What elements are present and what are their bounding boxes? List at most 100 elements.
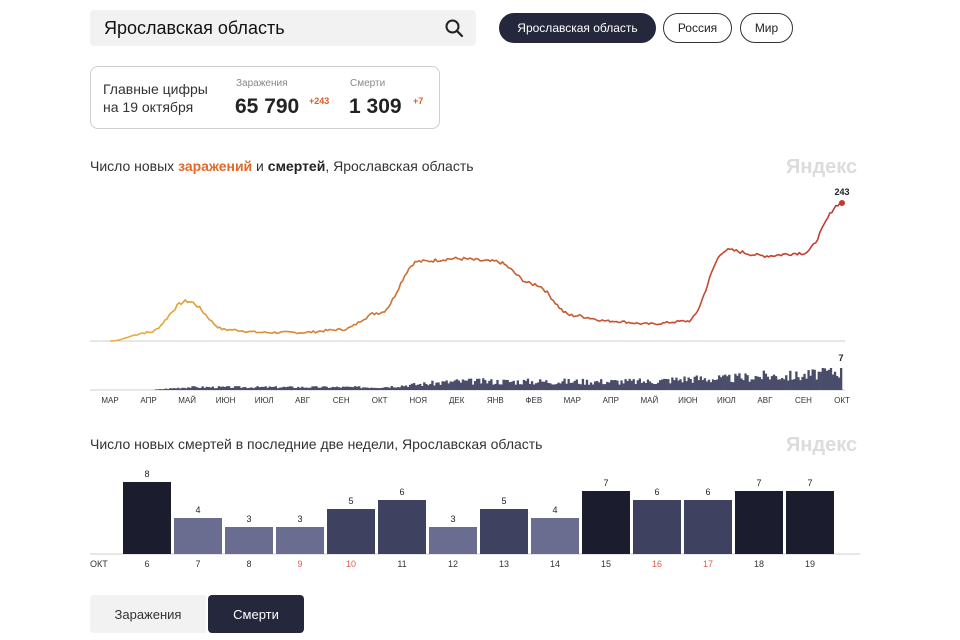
chart1-deaths-bar [382, 387, 385, 390]
chart1-deaths-bar [215, 388, 219, 390]
chart1-deaths-bar [158, 389, 162, 390]
chart2-value-label: 3 [246, 514, 251, 524]
chart1-title-deaths: смертей [267, 158, 326, 174]
chart1-deaths-bar [449, 381, 452, 390]
chart1-deaths-bar [610, 379, 613, 390]
chart1-deaths-bar [360, 388, 363, 390]
chart1-deaths-bar [817, 371, 820, 390]
region-search-input[interactable] [102, 16, 444, 40]
chart1-month-label: СЕН [333, 396, 350, 405]
chart1-title-prefix: Число новых [90, 158, 179, 174]
chart1-deaths-bar [461, 379, 465, 390]
chart2-bar [225, 527, 273, 554]
chart1-deaths-bar [809, 375, 812, 390]
chart1-month-label: МАЙ [178, 396, 196, 405]
chart2-title: Число новых смертей в последние две неде… [90, 436, 543, 452]
chart1-deaths-bar [789, 370, 792, 390]
chart1-deaths-bar [665, 378, 668, 390]
chart1-deaths-bar [390, 385, 393, 390]
chart1-deaths-bar [577, 383, 580, 390]
chart1-deaths-bar [512, 380, 515, 390]
chart1-deaths-bar [236, 386, 239, 390]
chart1-deaths-bar [591, 384, 595, 390]
chart2-month-label: ОКТ [90, 559, 108, 569]
chart1-deaths-bar [752, 379, 755, 390]
chart2-value-label: 6 [705, 487, 710, 497]
chart1-deaths-bar [514, 384, 517, 390]
chart2-value-label: 8 [144, 469, 149, 479]
chart1-deaths-bar [742, 380, 745, 390]
chart1-brand-logo: Яндекс [786, 156, 858, 178]
chart1-deaths-bar [482, 378, 485, 390]
chart1-deaths-bar [290, 386, 294, 390]
chart1-infections-line [109, 202, 843, 342]
chart1-deaths-bar [813, 369, 816, 390]
chart1-deaths-bar [223, 386, 227, 390]
chart1-deaths-bar [252, 388, 255, 390]
chart1-deaths-bar [372, 387, 375, 390]
chart1-deaths-bar [787, 380, 790, 390]
chart2-value-label: 4 [195, 505, 200, 515]
chart1-deaths-bar [732, 382, 735, 390]
chart1-deaths-bar [547, 382, 550, 390]
chart1-deaths-bar [179, 388, 182, 390]
chart1-deaths-bar [358, 386, 361, 390]
tab-infections[interactable]: Заражения [90, 595, 206, 633]
chart1-deaths-bar [602, 384, 605, 390]
chart1-deaths-bar [343, 386, 347, 390]
chart1-deaths-bar [736, 375, 739, 390]
chart1-deaths-bar [309, 387, 312, 390]
region-pill-yaroslavl[interactable]: Ярославская область [499, 13, 656, 43]
chart2-bar [378, 500, 426, 554]
chart1-deaths-bar [661, 379, 664, 390]
chart1-deaths-bar [492, 384, 495, 390]
chart1-deaths-bar [388, 387, 391, 390]
chart1-deaths-bar [730, 381, 733, 390]
chart1-deaths-bar [654, 383, 658, 390]
chart1-month-label: АВГ [295, 396, 311, 405]
chart1-deaths-bar [770, 376, 774, 390]
chart2-day-label: 11 [397, 559, 406, 569]
chart1-deaths-bar [417, 384, 420, 390]
chart1-deaths-bar [443, 381, 446, 390]
tab-deaths[interactable]: Смерти [208, 595, 304, 633]
chart1-deaths-bar [598, 382, 601, 390]
chart1-deaths-bar [325, 386, 328, 390]
chart1-deaths-bar [604, 384, 607, 390]
region-pill-world[interactable]: Мир [740, 13, 793, 43]
chart1-deaths-bar [276, 388, 280, 390]
chart1-deaths-bar [457, 380, 461, 390]
chart1-deaths-bar [370, 387, 373, 390]
chart1-deaths-bar [447, 383, 450, 390]
search-icon[interactable] [444, 18, 464, 38]
chart1-deaths-bar [608, 382, 611, 390]
chart1-deaths-bar [549, 383, 552, 390]
chart1-deaths-bar [835, 375, 839, 390]
chart1-deaths-bar [337, 387, 341, 390]
chart1-deaths-bar [815, 379, 818, 390]
region-pill-russia[interactable]: Россия [663, 13, 732, 43]
chart1-deaths-bar [734, 373, 737, 390]
chart1-deaths-bar [622, 383, 625, 390]
summary-caption-date: на 19 октября [103, 99, 194, 115]
chart2-value-label: 7 [756, 478, 761, 488]
chart1-deaths-bar [837, 377, 841, 390]
chart1-deaths-bar [364, 387, 367, 390]
chart1-deaths-bar [707, 379, 711, 390]
chart2-bar [429, 527, 477, 554]
chart1-deaths-bar [299, 387, 302, 390]
chart2-day-label: 8 [246, 559, 251, 569]
deaths-delta: +7 [413, 96, 424, 106]
chart1-deaths-bar [766, 376, 770, 390]
chart1-deaths-bar [644, 383, 648, 390]
chart1-deaths-bar [368, 388, 371, 390]
chart1-deaths-bar [284, 387, 288, 390]
chart1-deaths-bar [571, 382, 574, 390]
chart1-deaths-bar [713, 380, 717, 390]
chart1-deaths-bar [335, 386, 339, 390]
chart1-deaths-bar [697, 380, 700, 390]
chart2-bar [735, 491, 783, 554]
chart1-deaths-bar [193, 386, 196, 390]
chart1-deaths-bar [274, 386, 278, 390]
chart1-deaths-bar [345, 386, 349, 390]
